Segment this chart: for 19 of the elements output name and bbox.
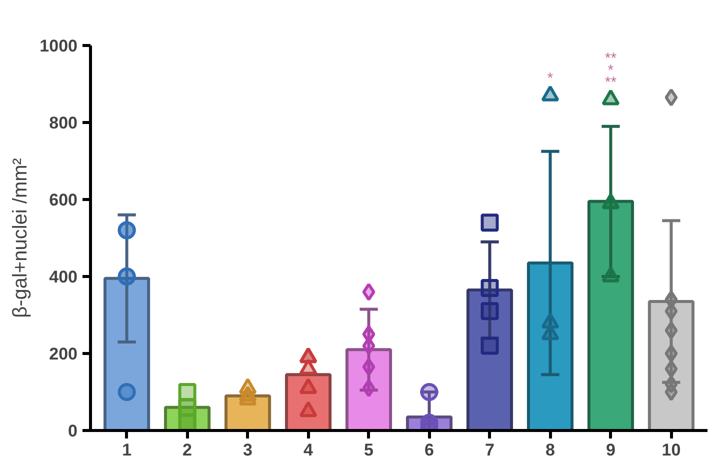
y-tick-label: 600	[49, 190, 78, 210]
x-tick-label: 7	[485, 440, 494, 458]
x-tick-label: 4	[304, 440, 314, 458]
annotation: *	[547, 70, 554, 88]
y-tick-label: 400	[49, 268, 78, 286]
x-tick-label: 1	[122, 440, 132, 458]
y-tick-label: 200	[49, 344, 78, 364]
y-tick-label: 800	[49, 114, 78, 132]
x-tick-label: 5	[364, 440, 374, 458]
y-tick-label: 0	[68, 422, 78, 440]
x-tick-label: 3	[243, 440, 253, 458]
x-tick-label: 8	[546, 440, 555, 458]
y-tick-label: 1000	[40, 36, 78, 56]
x-tick-label: 2	[182, 440, 192, 458]
y-axis-title: β-gal+nuclei /mm²	[10, 158, 32, 318]
x-tick-label: 9	[606, 440, 616, 458]
annotation: **	[604, 74, 617, 91]
x-tick-label: 6	[424, 440, 434, 458]
x-tick-label: 10	[662, 440, 681, 458]
